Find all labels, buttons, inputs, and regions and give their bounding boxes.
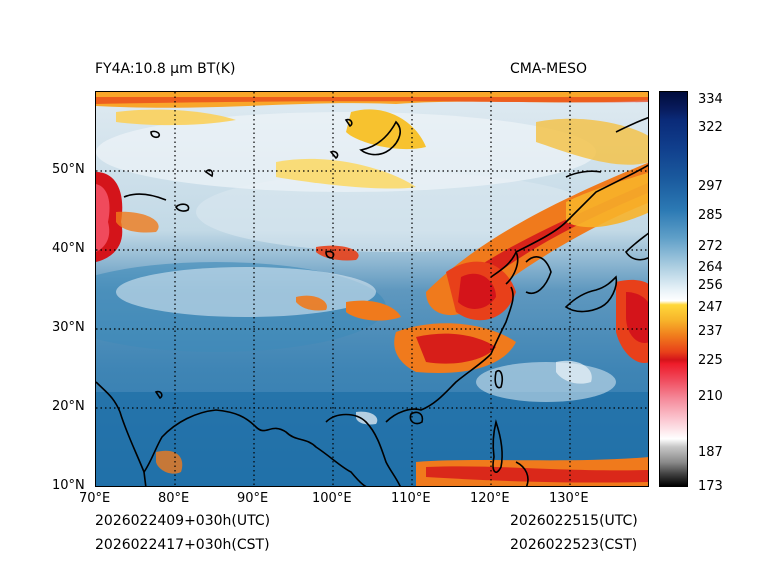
colorbar-tick-187: 187 (698, 445, 723, 460)
lon-tick-80e: 80°E (158, 491, 190, 506)
lat-tick-50n: 50°N (52, 162, 85, 177)
colorbar-tick-264: 264 (698, 260, 723, 275)
map-title-right: CMA-MESO (510, 61, 588, 77)
colorbar-tick-247: 247 (698, 300, 723, 315)
satellite-map (95, 91, 649, 487)
brightness-temperature-field (96, 92, 648, 486)
valid-time-utc: 2026022515(UTC) (510, 513, 638, 529)
lon-tick-110e: 110°E (391, 491, 431, 506)
lat-tick-10n: 10°N (52, 478, 85, 493)
colorbar-tick-322: 322 (698, 120, 723, 135)
lat-tick-40n: 40°N (52, 241, 85, 256)
lon-tick-120e: 120°E (470, 491, 510, 506)
lon-tick-70e: 70°E (79, 491, 111, 506)
lat-tick-30n: 30°N (52, 320, 85, 335)
valid-time-cst: 2026022523(CST) (510, 537, 638, 553)
lat-tick-20n: 20°N (52, 399, 85, 414)
colorbar-tick-297: 297 (698, 179, 723, 194)
colorbar (659, 91, 688, 487)
colorbar-tick-237: 237 (698, 324, 723, 339)
colorbar-tick-225: 225 (698, 353, 723, 368)
colorbar-tick-272: 272 (698, 239, 723, 254)
colorbar-tick-285: 285 (698, 208, 723, 223)
colorbar-tick-210: 210 (698, 389, 723, 404)
colorbar-tick-334: 334 (698, 92, 723, 107)
colorbar-tick-256: 256 (698, 278, 723, 293)
init-time-utc: 2026022409+030h(UTC) (95, 513, 271, 529)
lon-tick-90e: 90°E (237, 491, 269, 506)
init-time-cst: 2026022417+030h(CST) (95, 537, 270, 553)
lon-tick-130e: 130°E (549, 491, 589, 506)
colorbar-tick-173: 173 (698, 479, 723, 494)
map-title-left: FY4A:10.8 µm BT(K) (95, 61, 236, 77)
lon-tick-100e: 100°E (312, 491, 352, 506)
